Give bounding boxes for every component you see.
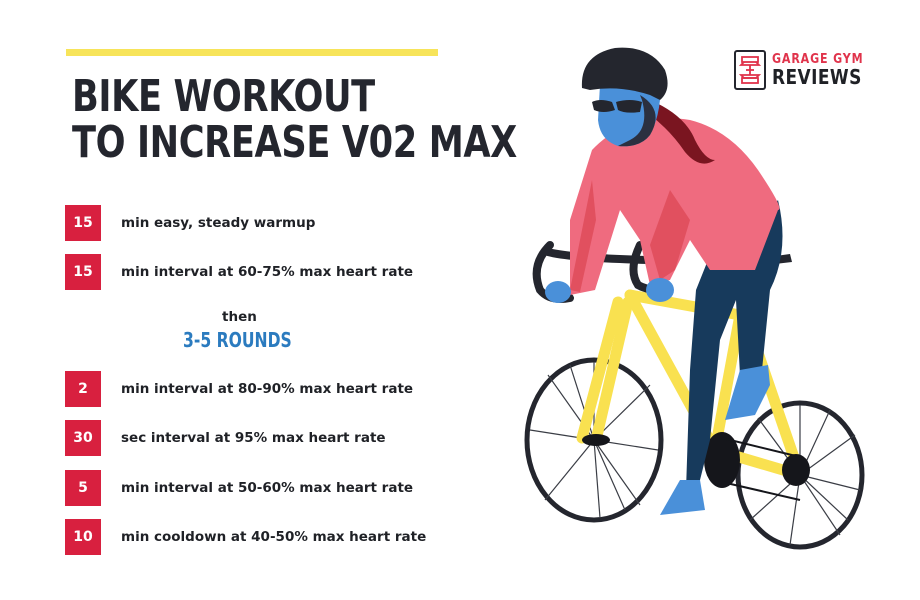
brand-name-line-1: GARAGE GYM [772,52,864,67]
title-line-1: BIKE WORKOUT [72,71,375,122]
step-description: min interval at 80-90% max heart rate [121,381,414,397]
step-description: min cooldown at 40-50% max heart rate [121,529,427,545]
then-label: then [222,309,257,325]
workout-step: 15 min easy, steady warmup [65,205,315,241]
step-duration-badge: 5 [65,470,101,506]
step-duration-badge: 15 [65,205,101,241]
step-duration-badge: 10 [65,519,101,555]
page-title: BIKE WORKOUT TO INCREASE V02 MAX [72,74,517,166]
workout-step: 5 min interval at 50-60% max heart rate [65,470,413,506]
helmet-icon [581,47,668,100]
workout-step: 15 min interval at 60-75% max heart rate [65,254,413,290]
workout-step: 2 min interval at 80-90% max heart rate [65,371,413,407]
step-duration-badge: 15 [65,254,101,290]
cyclist-illustration [524,47,865,550]
step-description: min interval at 50-60% max heart rate [121,480,414,496]
step-duration-badge: 30 [65,420,101,456]
accent-bar [66,49,438,56]
workout-step: 10 min cooldown at 40-50% max heart rate [65,519,426,555]
step-description: min interval at 60-75% max heart rate [121,264,414,280]
rounds-label: 3-5 ROUNDS [183,328,292,352]
step-description: sec interval at 95% max heart rate [121,430,386,446]
dumbbell-icon [734,50,766,90]
title-line-2: TO INCREASE V02 MAX [72,117,517,168]
step-description: min easy, steady warmup [121,215,316,231]
step-duration-badge: 2 [65,371,101,407]
brand-name-line-2: REVIEWS [772,65,862,89]
workout-step: 30 sec interval at 95% max heart rate [65,420,386,456]
brand-logo: GARAGE GYM REVIEWS [734,50,880,90]
